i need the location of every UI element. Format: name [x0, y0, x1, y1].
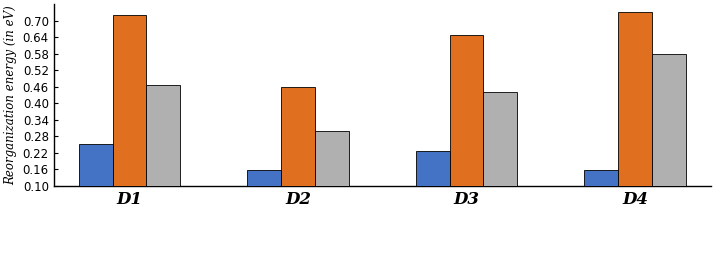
- Bar: [483, 92, 517, 213]
- Bar: [618, 12, 652, 213]
- Bar: [315, 131, 349, 213]
- Bar: [281, 87, 315, 213]
- Bar: [79, 144, 113, 213]
- Bar: [584, 170, 618, 213]
- Bar: [247, 170, 281, 213]
- Bar: [416, 150, 450, 213]
- Y-axis label: Reorganization energy (in eV): Reorganization energy (in eV): [4, 5, 17, 185]
- Bar: [652, 54, 686, 213]
- Bar: [147, 85, 180, 213]
- Bar: [450, 35, 483, 213]
- Bar: [113, 15, 147, 213]
